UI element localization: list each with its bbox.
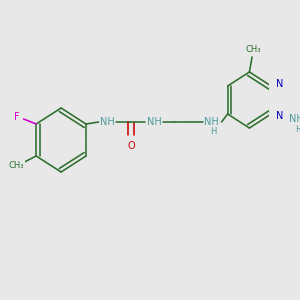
Text: H: H [295,124,300,134]
Text: N: N [277,79,284,89]
Text: H: H [210,128,217,136]
Text: NH: NH [100,117,115,127]
Text: N: N [277,111,284,121]
Text: NH: NH [147,117,162,127]
Text: CH₃: CH₃ [245,44,261,53]
Text: F: F [14,112,19,122]
Text: NH: NH [204,117,219,127]
Text: NH: NH [289,114,300,124]
Text: O: O [127,141,135,151]
Text: CH₃: CH₃ [9,161,24,170]
